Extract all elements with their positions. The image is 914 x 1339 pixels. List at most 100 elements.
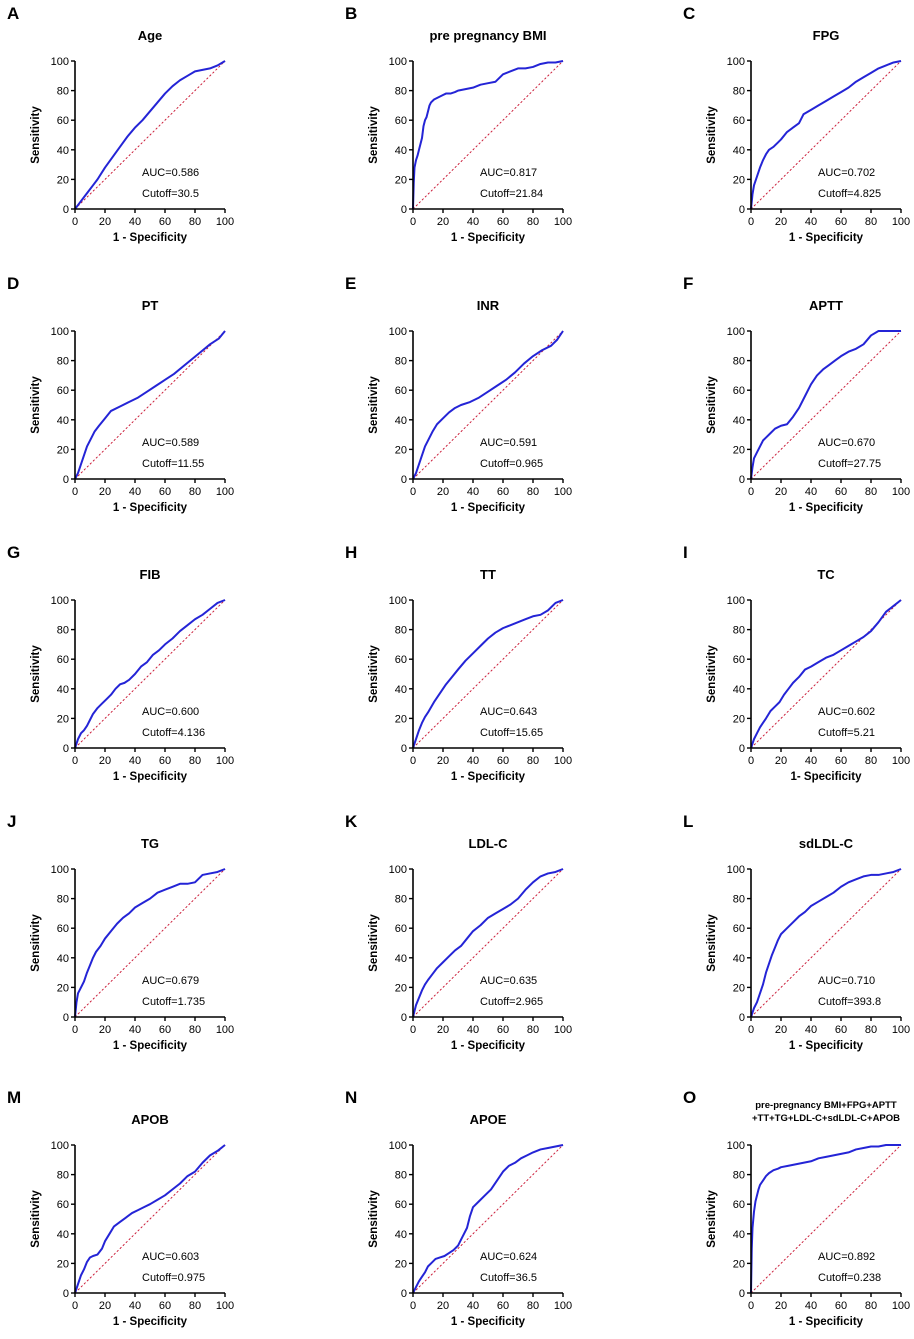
panel-letter-n: N [345, 1088, 357, 1107]
y-tick-label-l-40: 40 [733, 953, 745, 965]
panel-letter-k: K [345, 812, 358, 831]
panel-letter-j: J [7, 812, 16, 831]
reference-line-d [74, 330, 226, 480]
auc-label-f: AUC=0.670 [818, 437, 875, 449]
roc-curve-h [412, 599, 564, 749]
x-tick-label-e-20: 20 [437, 486, 449, 498]
panel-letter-o: O [683, 1088, 696, 1107]
reference-line-h [412, 599, 564, 749]
auc-label-l: AUC=0.710 [818, 975, 875, 987]
y-tick-label-f-20: 20 [733, 444, 745, 456]
cutoff-label-d: Cutoff=11.55 [142, 458, 204, 470]
y-tick-label-a-0: 0 [63, 204, 69, 216]
x-tick-label-g-60: 60 [159, 755, 171, 767]
x-axis-label-k: 1 - Specificity [451, 1040, 526, 1052]
y-tick-label-n-80: 80 [395, 1170, 407, 1182]
x-tick-label-a-40: 40 [129, 216, 141, 228]
y-tick-label-n-60: 60 [395, 1199, 407, 1211]
y-tick-label-n-100: 100 [389, 1140, 407, 1152]
y-tick-label-j-80: 80 [57, 894, 69, 906]
cutoff-label-b: Cutoff=21.84 [480, 188, 543, 200]
x-tick-label-a-0: 0 [72, 216, 78, 228]
y-tick-label-f-100: 100 [727, 326, 745, 338]
auc-label-m: AUC=0.603 [142, 1251, 199, 1263]
y-axis-label-o: Sensitivity [706, 1190, 718, 1248]
panel-j: J TG 0 20 40 60 80 100 0 20 40 60 80 100 1 - Specifici… [7, 812, 234, 1052]
panel-n: N APOE 0 20 40 60 80 100 0 20 40 60 80 100 1 - Specifi… [345, 1088, 572, 1328]
y-axis-label-h: Sensitivity [368, 645, 380, 703]
x-tick-label-n-60: 60 [497, 1300, 509, 1312]
x-tick-label-i-60: 60 [835, 755, 847, 767]
panel-title-i: TC [817, 567, 835, 582]
y-tick-label-j-100: 100 [51, 864, 69, 876]
y-tick-label-c-60: 60 [733, 115, 745, 127]
x-tick-label-a-100: 100 [216, 216, 234, 228]
y-tick-label-i-60: 60 [733, 654, 745, 666]
x-axis-label-i: 1- Specificity [791, 771, 863, 783]
x-tick-label-n-40: 40 [467, 1300, 479, 1312]
y-axis-label-c: Sensitivity [706, 106, 718, 164]
roc-curve-o [750, 1144, 901, 1294]
x-tick-label-m-0: 0 [72, 1300, 78, 1312]
x-tick-label-f-60: 60 [835, 486, 847, 498]
roc-curve-g [74, 599, 226, 749]
x-tick-label-l-100: 100 [892, 1024, 910, 1036]
x-tick-label-e-100: 100 [554, 486, 572, 498]
cutoff-label-g: Cutoff=4.136 [142, 727, 205, 739]
y-tick-label-k-100: 100 [389, 864, 407, 876]
x-tick-label-n-80: 80 [527, 1300, 539, 1312]
auc-label-n: AUC=0.624 [480, 1251, 537, 1263]
x-tick-label-e-40: 40 [467, 486, 479, 498]
y-axis-label-a: Sensitivity [30, 106, 42, 164]
panel-title-h: TT [480, 567, 496, 582]
x-tick-label-d-40: 40 [129, 486, 141, 498]
x-tick-label-f-40: 40 [805, 486, 817, 498]
y-tick-label-b-80: 80 [395, 86, 407, 98]
auc-label-i: AUC=0.602 [818, 706, 875, 718]
y-tick-label-a-20: 20 [57, 174, 69, 186]
y-tick-label-o-0: 0 [739, 1288, 745, 1300]
panel-g: G FIB 0 20 40 60 80 100 0 20 40 60 80 100 1 - Specific… [7, 543, 234, 783]
x-tick-label-m-80: 80 [189, 1300, 201, 1312]
x-tick-label-o-0: 0 [748, 1300, 754, 1312]
y-tick-label-o-100: 100 [727, 1140, 745, 1152]
x-axis-label-a: 1 - Specificity [113, 232, 188, 244]
y-tick-label-i-100: 100 [727, 595, 745, 607]
y-tick-label-b-20: 20 [395, 174, 407, 186]
y-tick-label-c-80: 80 [733, 86, 745, 98]
roc-curve-k [412, 868, 564, 1018]
x-tick-label-e-60: 60 [497, 486, 509, 498]
x-tick-label-k-40: 40 [467, 1024, 479, 1036]
x-axis-label-g: 1 - Specificity [113, 771, 188, 783]
y-tick-label-e-40: 40 [395, 415, 407, 427]
x-tick-label-b-100: 100 [554, 216, 572, 228]
panel-letter-m: M [7, 1088, 21, 1107]
x-tick-label-d-60: 60 [159, 486, 171, 498]
cutoff-label-e: Cutoff=0.965 [480, 458, 543, 470]
y-tick-label-b-0: 0 [401, 204, 407, 216]
x-tick-label-l-20: 20 [775, 1024, 787, 1036]
x-tick-label-n-0: 0 [410, 1300, 416, 1312]
y-tick-label-l-20: 20 [733, 982, 745, 994]
y-axis-label-f: Sensitivity [706, 376, 718, 434]
auc-label-b: AUC=0.817 [480, 167, 537, 179]
cutoff-label-m: Cutoff=0.975 [142, 1272, 205, 1284]
cutoff-label-h: Cutoff=15.65 [480, 727, 543, 739]
panel-letter-e: E [345, 274, 356, 293]
x-tick-label-j-20: 20 [99, 1024, 111, 1036]
x-tick-label-f-100: 100 [892, 486, 910, 498]
auc-label-e: AUC=0.591 [480, 437, 537, 449]
x-tick-label-l-0: 0 [748, 1024, 754, 1036]
y-tick-label-k-80: 80 [395, 894, 407, 906]
panel-title-e: INR [477, 298, 500, 313]
auc-label-k: AUC=0.635 [480, 975, 537, 987]
y-tick-label-e-0: 0 [401, 474, 407, 486]
x-tick-label-d-80: 80 [189, 486, 201, 498]
x-tick-label-k-60: 60 [497, 1024, 509, 1036]
y-tick-label-i-0: 0 [739, 743, 745, 755]
y-tick-label-l-0: 0 [739, 1012, 745, 1024]
x-tick-label-j-0: 0 [72, 1024, 78, 1036]
panel-letter-l: L [683, 812, 693, 831]
